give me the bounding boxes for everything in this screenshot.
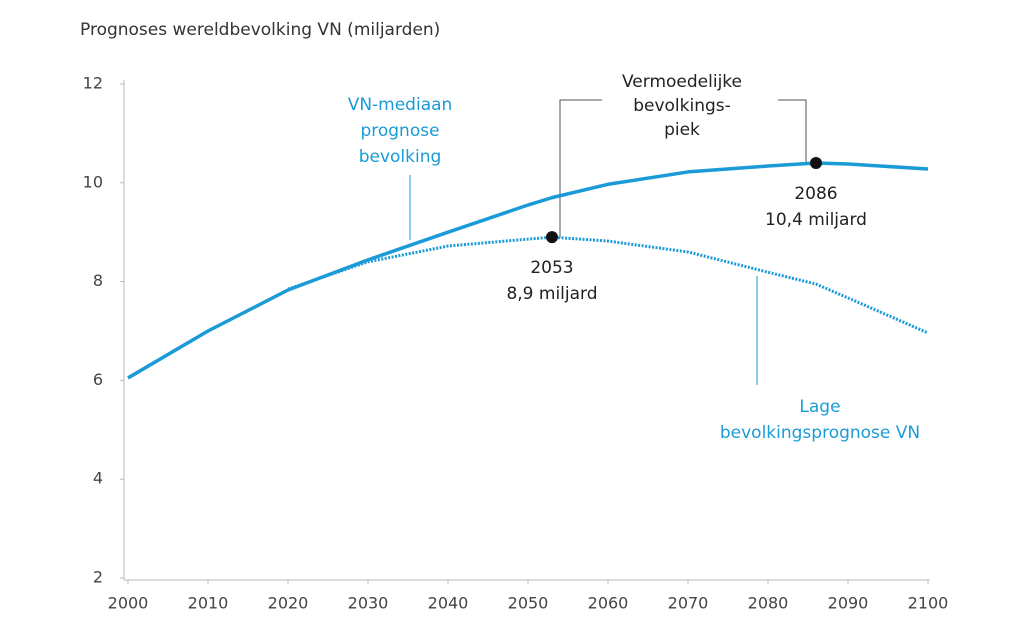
annotation-year: 2053 bbox=[530, 258, 573, 278]
x-tick-label: 2060 bbox=[588, 594, 629, 613]
x-tick-label: 2000 bbox=[108, 594, 149, 613]
annotation-value: 8,9 miljard bbox=[506, 284, 597, 304]
x-tick-label: 2040 bbox=[428, 594, 469, 613]
x-tick-label: 2100 bbox=[908, 594, 949, 613]
bracket-left bbox=[559, 99, 602, 238]
series-label: Lage bbox=[799, 397, 840, 417]
series-label: bevolking bbox=[359, 147, 442, 167]
series-label: VN-mediaan bbox=[348, 95, 453, 115]
bracket-right bbox=[778, 99, 807, 163]
x-tick-label: 2020 bbox=[268, 594, 309, 613]
y-tick-label: 10 bbox=[83, 172, 103, 191]
y-tick-label: 6 bbox=[93, 370, 103, 389]
peak-title: Vermoedelijke bbox=[622, 72, 742, 92]
peak-marker bbox=[810, 157, 822, 170]
x-tick-label: 2080 bbox=[748, 594, 789, 613]
annotation-year: 2086 bbox=[794, 184, 837, 204]
x-tick-label: 2070 bbox=[668, 594, 709, 613]
y-tick-label: 4 bbox=[93, 469, 103, 488]
peak-bracket bbox=[559, 99, 807, 238]
y-tick-label: 2 bbox=[93, 568, 103, 587]
x-tick-label: 2010 bbox=[188, 594, 229, 613]
chart-title: Prognoses wereldbevolking VN (miljarden) bbox=[80, 20, 440, 40]
y-tick-label: 8 bbox=[93, 271, 103, 290]
peak-title: bevolkings- bbox=[633, 96, 731, 116]
x-tick-label: 2090 bbox=[828, 594, 869, 613]
series-label: prognose bbox=[360, 121, 439, 141]
x-tick-label: 2050 bbox=[508, 594, 549, 613]
peak-marker bbox=[546, 231, 558, 244]
annotation-value: 10,4 miljard bbox=[765, 210, 867, 230]
series-label: bevolkingsprognose VN bbox=[720, 423, 920, 443]
y-tick-label: 12 bbox=[83, 74, 103, 93]
series-line bbox=[287, 235, 929, 335]
x-tick-label: 2030 bbox=[348, 594, 389, 613]
peak-title: piek bbox=[664, 120, 700, 140]
